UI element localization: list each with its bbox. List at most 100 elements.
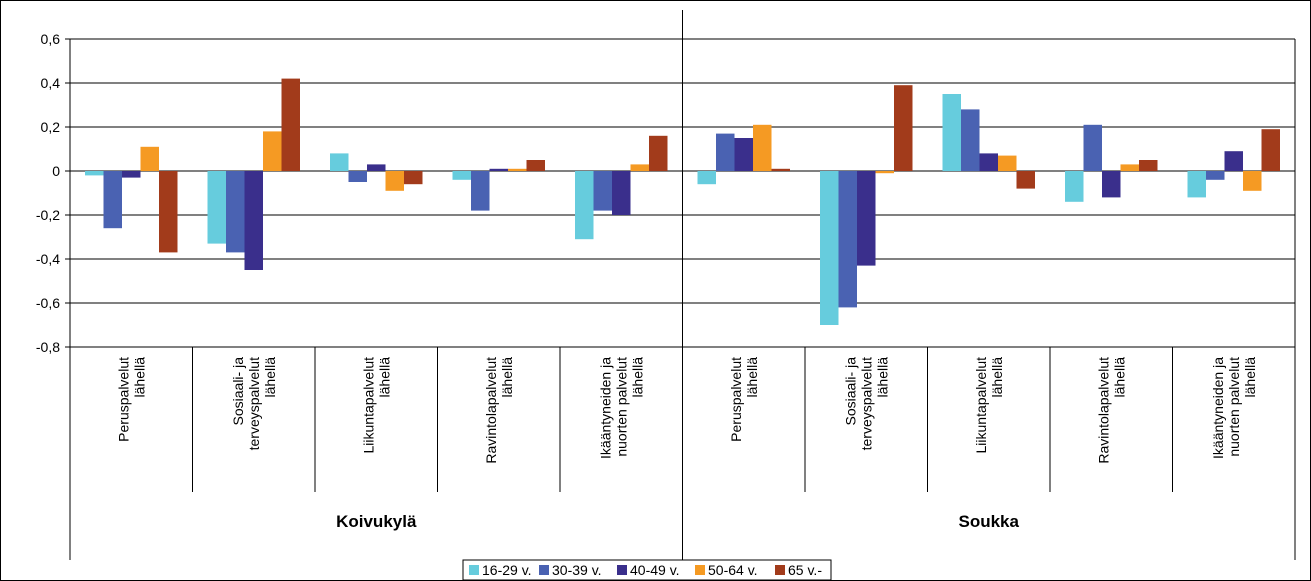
bar [1065, 171, 1084, 202]
legend-swatch [539, 565, 549, 575]
bar [575, 171, 594, 240]
category-label: Sosiaali- jaterveyspalvelutlähellä [842, 357, 890, 451]
category-label-line: lähellä [376, 357, 392, 398]
bar [207, 171, 226, 244]
legend-label: 30-39 v. [552, 562, 602, 578]
y-tick-label: -0,6 [36, 295, 60, 311]
category-label-line: lähellä [874, 357, 890, 398]
category-label-line: Ravintolapalvelut [1095, 357, 1111, 464]
legend: 16-29 v. 30-39 v. 40-49 v. 50-64 v. 65 v.- [462, 559, 832, 581]
bars [85, 78, 1280, 325]
bar [226, 171, 245, 253]
category-label-line: lähellä [989, 357, 1005, 398]
category-label: Sosiaali- jaterveyspalvelutlähellä [230, 357, 278, 451]
legend-swatch [469, 565, 479, 575]
y-tick-label: 0,4 [41, 75, 61, 91]
bar [1224, 151, 1243, 171]
bar [630, 164, 649, 171]
category-label-line: nuorten palvelut [613, 357, 629, 457]
bar [716, 133, 735, 171]
bar [348, 171, 367, 182]
category-label-line: Ikääntyneiden ja [1210, 357, 1226, 459]
bar [961, 109, 980, 171]
legend-label: 40-49 v. [630, 562, 680, 578]
y-tick-label: 0,6 [41, 31, 61, 47]
bar [1016, 171, 1035, 189]
y-tick-label: -0,4 [36, 251, 60, 267]
bar [526, 160, 545, 171]
bar [122, 171, 141, 178]
category-labels: Peruspalvelutlähellä Sosiaali- jaterveysp… [115, 357, 1258, 531]
bar [942, 94, 961, 171]
bar [367, 164, 386, 171]
category-label-line: Liikuntapalvelut [973, 357, 989, 454]
category-label: Peruspalvelutlähellä [115, 357, 147, 442]
category-label: Liikuntapalvelutlähellä [360, 357, 392, 454]
bar [820, 171, 839, 325]
legend-swatch [695, 565, 705, 575]
legend-swatch [775, 565, 785, 575]
category-label: Ravintolapalvelutlähellä [1095, 357, 1127, 464]
y-tick-label: -0,2 [36, 207, 60, 223]
bar [771, 168, 790, 171]
bar [471, 171, 490, 211]
bar [838, 171, 857, 308]
category-label-line: Peruspalvelut [728, 357, 744, 442]
group-label: Koivukylä [336, 512, 417, 531]
bar [1083, 124, 1102, 171]
category-label-line: lähellä [1242, 357, 1258, 398]
category-label: Ikääntyneiden januorten palvelutlähellä [1210, 357, 1258, 459]
bar [385, 171, 404, 191]
bar [1120, 164, 1139, 171]
y-tick-label: 0,2 [41, 119, 61, 135]
bar [140, 146, 159, 171]
group-label: Soukka [959, 512, 1020, 531]
category-label-line: nuorten palvelut [1226, 357, 1242, 457]
y-tick-label: -0,8 [36, 339, 60, 355]
category-label: Ravintolapalvelutlähellä [483, 357, 515, 464]
bar [857, 171, 876, 266]
category-label: Peruspalvelutlähellä [728, 357, 760, 442]
bar [612, 171, 631, 215]
bar [875, 171, 894, 174]
bar [85, 171, 104, 176]
bar [452, 171, 471, 180]
category-label: Liikuntapalvelutlähellä [973, 357, 1005, 454]
legend-label: 50-64 v. [708, 562, 758, 578]
category-label-line: Ravintolapalvelut [483, 357, 499, 464]
legend-label: 16-29 v. [482, 562, 532, 578]
category-label-line: lähellä [629, 357, 645, 398]
bar [734, 138, 753, 171]
category-label-line: lähellä [744, 357, 760, 398]
legend-label: 65 v.- [788, 562, 822, 578]
category-label-line: lähellä [262, 357, 278, 398]
bar [244, 171, 263, 270]
bar [1139, 160, 1158, 171]
legend-box [462, 559, 832, 581]
bar [1187, 171, 1206, 198]
bar [1243, 171, 1262, 191]
bar [593, 171, 612, 211]
bar [330, 153, 349, 171]
legend-swatch [617, 565, 627, 575]
category-label: Ikääntyneiden januorten palvelutlähellä [597, 357, 645, 459]
category-label-line: terveyspalvelut [246, 357, 262, 450]
bar [1102, 171, 1121, 198]
bar [894, 85, 913, 171]
category-label-line: lähellä [1111, 357, 1127, 398]
bar [281, 78, 300, 171]
bar [979, 153, 998, 171]
bar [404, 171, 423, 185]
category-label-line: lähellä [499, 357, 515, 398]
bar [159, 171, 178, 253]
category-label-line: Ikääntyneiden ja [597, 357, 613, 459]
bar [998, 155, 1017, 171]
bar [649, 135, 668, 171]
category-label-line: Sosiaali- ja [230, 357, 246, 426]
bar [697, 171, 716, 185]
bar [508, 168, 527, 171]
y-tick-label: 0 [52, 163, 60, 179]
